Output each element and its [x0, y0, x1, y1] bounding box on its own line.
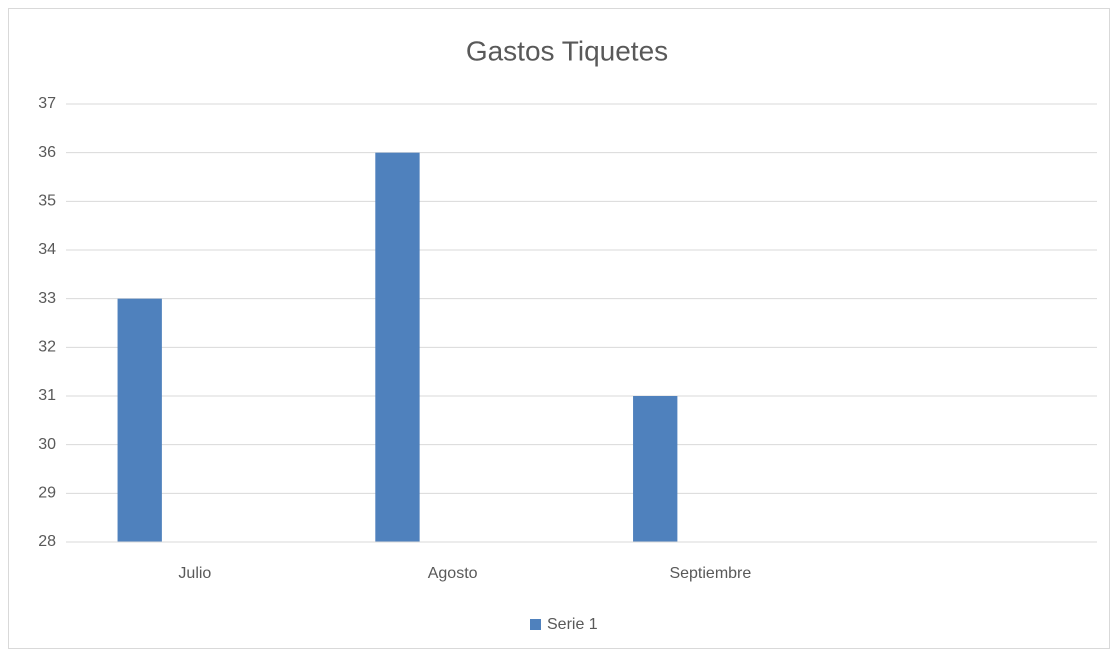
y-tick-label: 32	[38, 339, 56, 356]
x-tick-label: Agosto	[428, 565, 478, 582]
bar	[375, 152, 420, 542]
y-tick-label: 36	[38, 144, 56, 161]
legend-label: Serie 1	[547, 616, 598, 633]
y-tick-label: 37	[38, 95, 56, 112]
y-tick-label: 35	[38, 193, 56, 210]
y-tick-label: 34	[38, 241, 56, 258]
y-tick-label: 29	[38, 485, 56, 502]
legend-swatch	[530, 619, 541, 630]
y-tick-label: 31	[38, 387, 56, 404]
chart-title: Gastos Tiquetes	[466, 35, 668, 66]
y-tick-label: 30	[38, 436, 56, 453]
bar	[633, 396, 678, 542]
bar	[117, 298, 162, 542]
y-tick-label: 33	[38, 290, 56, 307]
x-tick-label: Julio	[178, 565, 211, 582]
x-tick-label: Septiembre	[669, 565, 751, 582]
y-tick-label: 28	[38, 533, 56, 550]
